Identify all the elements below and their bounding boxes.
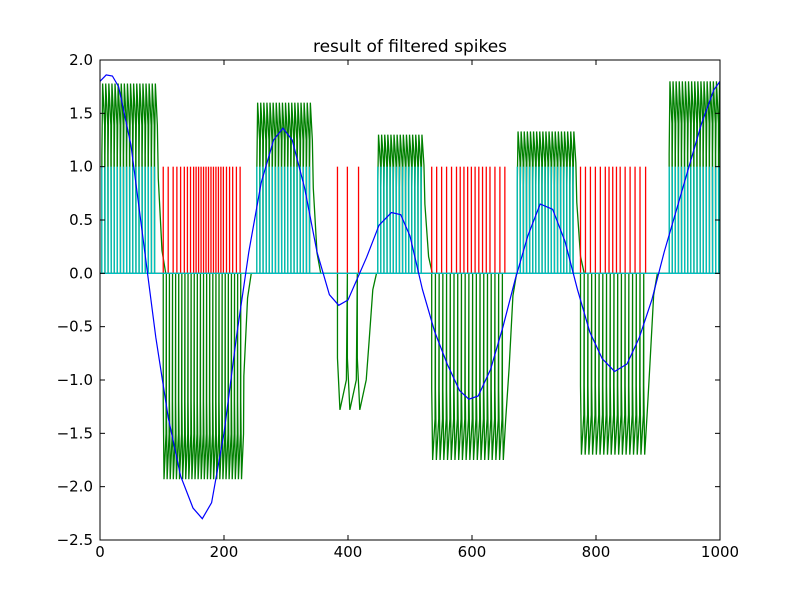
y-tick-label: −2.0 <box>57 478 93 496</box>
x-tick-label: 1000 <box>701 543 739 561</box>
y-tick-label: 2.0 <box>69 51 93 69</box>
plot-area <box>100 74 720 520</box>
y-tick-label: 0.0 <box>69 264 93 282</box>
x-tick-label: 0 <box>95 543 105 561</box>
x-tick-label: 600 <box>458 543 487 561</box>
chart-title: result of filtered spikes <box>313 37 507 57</box>
series-spikes <box>100 166 720 274</box>
y-tick-label: 0.5 <box>69 211 93 229</box>
x-tick-label: 800 <box>582 543 611 561</box>
axes-frame <box>99 59 721 541</box>
x-tick-label: 400 <box>334 543 363 561</box>
series-filtered-response-line <box>100 81 720 480</box>
y-tick-label: 1.0 <box>69 158 93 176</box>
y-tick-label: −1.0 <box>57 371 93 389</box>
y-tick-label: −1.5 <box>57 424 93 442</box>
y-tick-label: 1.5 <box>69 104 93 122</box>
y-tick-label: −2.5 <box>57 531 93 549</box>
series-input-signal-line <box>100 74 720 520</box>
x-tick-label: 200 <box>210 543 239 561</box>
axes: 0 200 400 600 800 1000 −2.5 −2.0 −1.5 −1.0 −0.5 0.0… <box>57 51 740 561</box>
y-tick-label: −0.5 <box>57 318 93 336</box>
